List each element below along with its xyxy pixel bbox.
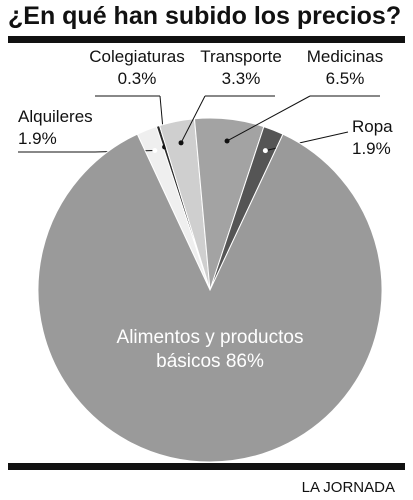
main-label: Alimentos y productos básicos 86% xyxy=(110,326,310,374)
chart-title: ¿En qué han subido los precios? xyxy=(8,2,401,30)
leader-dot xyxy=(178,140,184,146)
bottom-rule xyxy=(8,463,405,470)
value-label: 1.9% xyxy=(352,139,391,158)
top-rule xyxy=(8,36,405,43)
leader-dot xyxy=(152,148,158,154)
leader-dot xyxy=(262,148,268,154)
value-label: 3.3% xyxy=(222,69,261,88)
leader xyxy=(180,95,206,144)
value-label: 1.9% xyxy=(18,129,57,148)
source: LA JORNADA xyxy=(302,479,395,496)
category-label: Colegiaturas xyxy=(89,47,184,66)
pie-slice xyxy=(37,133,383,463)
value-label: 6.5% xyxy=(326,69,365,88)
value-label: 86% xyxy=(225,351,264,372)
category-label: Alimentos y productos básicos xyxy=(116,327,304,372)
value-label: 0.3% xyxy=(118,69,157,88)
category-label: Alquileres xyxy=(18,107,93,126)
leader xyxy=(226,95,311,142)
category-label: Ropa xyxy=(352,117,393,136)
leader-dot xyxy=(224,138,230,144)
category-label: Transporte xyxy=(200,47,282,66)
category-label: Medicinas xyxy=(307,47,384,66)
